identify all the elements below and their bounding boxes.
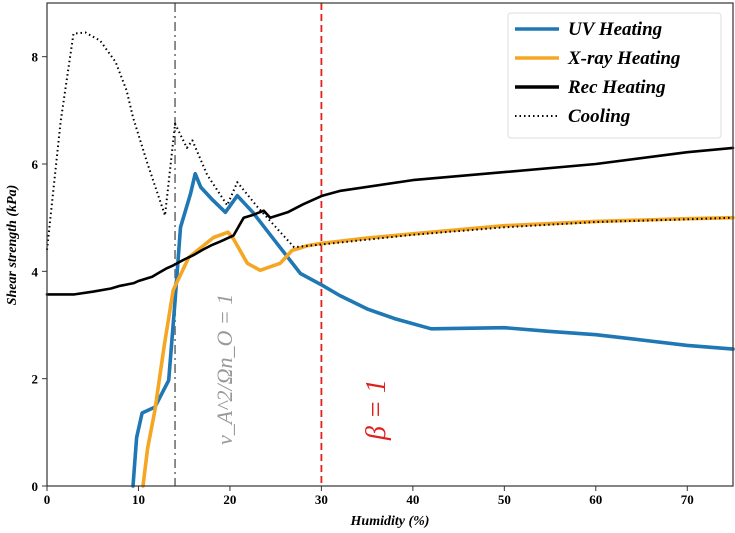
plot-frame: [46, 2, 734, 487]
legend-label: Rec Heating: [567, 77, 666, 98]
x-tick-label: 10: [132, 492, 145, 507]
x-tick-label: 70: [681, 492, 694, 507]
x-tick-label: 20: [223, 492, 236, 507]
x-axis-label: Humidity (%): [350, 514, 430, 529]
y-tick-label: 4: [32, 264, 39, 279]
beta-annotation: β = 1: [361, 379, 392, 441]
y-tick-label: 8: [32, 50, 39, 65]
series-line-uv-heating: [131, 171, 735, 488]
legend: UV Heating X-ray Heating Rec Heating Coolin…: [507, 12, 722, 139]
x-tick-label: 30: [315, 492, 328, 507]
x-tick-label: 60: [589, 492, 602, 507]
x-tick-label: 0: [44, 492, 51, 507]
legend-label: X-ray Heating: [567, 48, 680, 69]
alfven-annotation: v_A^2/Ωn_O = 1: [212, 294, 237, 445]
y-axis-label: Shear strength (kPa): [5, 185, 20, 306]
legend-label: UV Heating: [568, 19, 662, 40]
series-line-x-ray-heating: [141, 215, 735, 488]
legend-label: Cooling: [568, 106, 630, 127]
x-tick-label: 50: [498, 492, 511, 507]
x-tick-label: 40: [406, 492, 419, 507]
series-line-rec-heating: [45, 146, 735, 296]
y-tick-label: 0: [32, 479, 39, 494]
y-tick-label: 6: [32, 157, 39, 172]
y-tick-label: 2: [32, 372, 39, 387]
series-line-cooling: [46, 31, 734, 251]
